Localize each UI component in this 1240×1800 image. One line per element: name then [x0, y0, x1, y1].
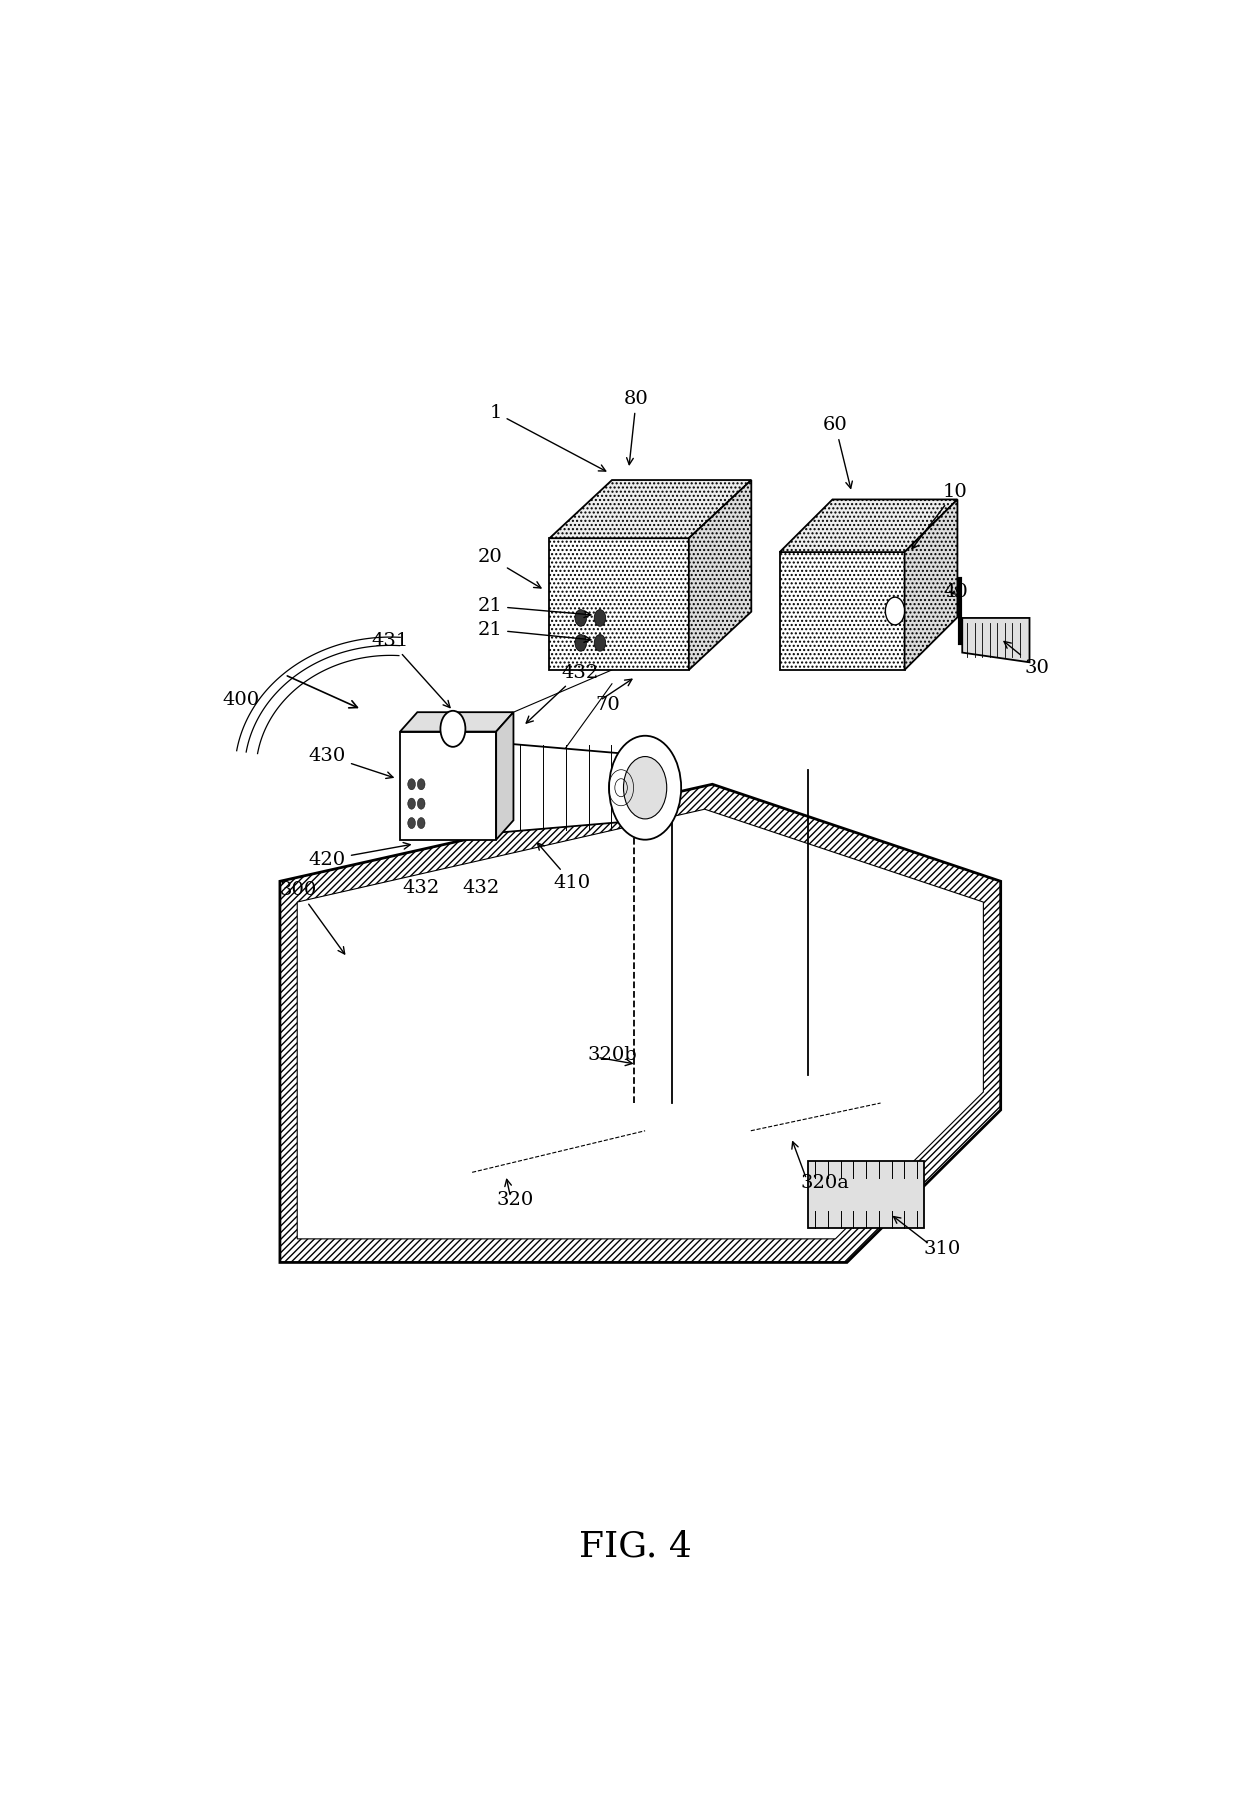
Text: 320a: 320a: [801, 1174, 849, 1192]
Polygon shape: [280, 785, 1001, 1262]
Polygon shape: [905, 499, 957, 670]
Text: 40: 40: [944, 583, 967, 601]
Text: 432: 432: [526, 664, 599, 724]
Circle shape: [609, 736, 681, 839]
Text: 431: 431: [371, 632, 450, 707]
Circle shape: [575, 635, 587, 652]
Circle shape: [885, 598, 905, 625]
Text: 410: 410: [537, 842, 591, 893]
Text: 310: 310: [924, 1240, 961, 1258]
Text: 300: 300: [280, 882, 345, 954]
Polygon shape: [496, 743, 626, 833]
Text: 432: 432: [402, 878, 439, 896]
Polygon shape: [549, 538, 689, 670]
Text: 320b: 320b: [588, 1046, 637, 1064]
Polygon shape: [401, 731, 496, 839]
Circle shape: [418, 779, 425, 790]
Text: 10: 10: [911, 482, 967, 549]
Text: 400: 400: [222, 691, 259, 709]
Circle shape: [408, 779, 415, 790]
Text: 80: 80: [624, 391, 649, 464]
Circle shape: [408, 817, 415, 828]
Text: 1: 1: [490, 403, 605, 472]
Text: 70: 70: [595, 695, 620, 713]
Text: 20: 20: [477, 549, 541, 589]
Text: 30: 30: [1004, 641, 1049, 677]
Polygon shape: [401, 713, 513, 731]
Polygon shape: [549, 481, 751, 538]
Circle shape: [594, 610, 605, 626]
Circle shape: [418, 797, 425, 810]
Polygon shape: [298, 810, 983, 1238]
Polygon shape: [780, 499, 957, 553]
Text: 432: 432: [463, 878, 500, 896]
Circle shape: [408, 797, 415, 810]
Text: 430: 430: [309, 747, 393, 778]
Polygon shape: [496, 713, 513, 839]
Polygon shape: [962, 617, 1029, 662]
Circle shape: [418, 817, 425, 828]
Text: 60: 60: [823, 416, 852, 488]
Text: 320: 320: [496, 1192, 533, 1210]
Text: 21: 21: [477, 621, 590, 643]
Circle shape: [624, 756, 667, 819]
Text: 420: 420: [309, 842, 410, 869]
Circle shape: [594, 635, 605, 652]
Circle shape: [575, 610, 587, 626]
Text: FIG. 4: FIG. 4: [579, 1530, 692, 1564]
Polygon shape: [689, 481, 751, 670]
Text: 21: 21: [477, 598, 590, 617]
Polygon shape: [808, 1161, 924, 1228]
Polygon shape: [780, 553, 905, 670]
Circle shape: [440, 711, 465, 747]
